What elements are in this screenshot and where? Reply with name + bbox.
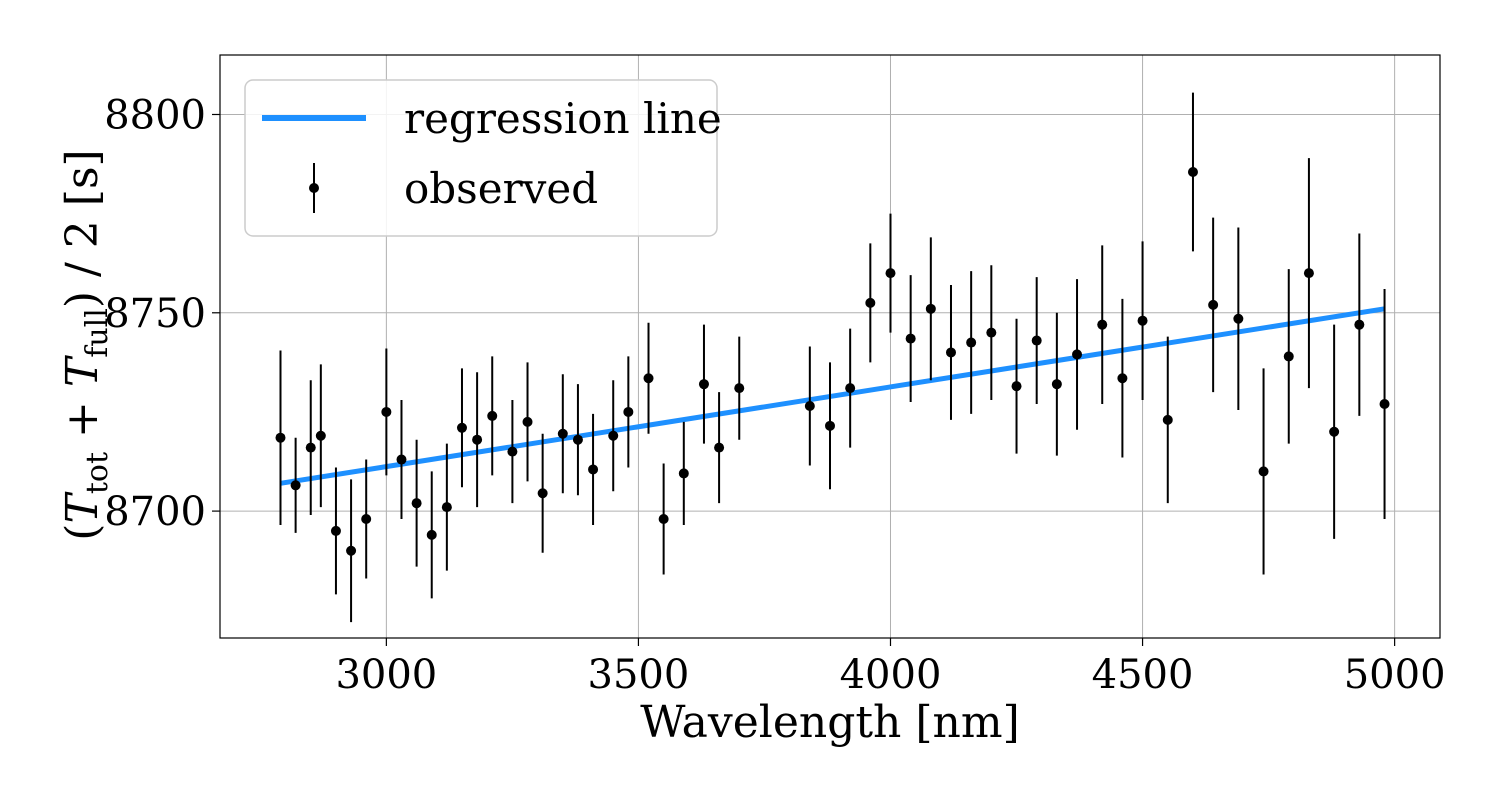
- y-axis-title-sub2: full: [80, 308, 115, 358]
- legend-regression-label: regression line: [404, 94, 722, 143]
- data-point: [305, 442, 316, 453]
- legend-observed-marker-swatch: [309, 183, 319, 193]
- data-point: [734, 383, 745, 394]
- data-point: [1329, 426, 1340, 437]
- axis-ticks: 3000 3500 4000 4500 5000 8700 8750 8800: [104, 92, 1445, 698]
- data-point: [1137, 315, 1148, 326]
- data-point: [825, 420, 835, 431]
- data-point: [557, 428, 568, 439]
- data-point: [885, 268, 896, 279]
- data-point: [608, 430, 619, 441]
- data-point: [1283, 351, 1294, 362]
- data-point: [678, 468, 689, 479]
- data-point: [1354, 319, 1365, 330]
- data-point: [290, 480, 301, 491]
- legend: regression line observed: [244, 79, 722, 237]
- plot-area: [275, 92, 1390, 623]
- data-point: [426, 529, 437, 540]
- data-point: [905, 333, 916, 344]
- regression-line: [280, 306, 1385, 486]
- data-point: [361, 514, 372, 525]
- data-point: [945, 347, 956, 358]
- plot-frame: [219, 54, 1441, 639]
- data-point: [346, 545, 357, 556]
- data-point: [381, 406, 392, 417]
- x-tick-label: 4500: [1092, 652, 1194, 698]
- y-axis-title-open: (: [57, 524, 108, 541]
- data-point: [275, 432, 286, 443]
- data-point: [1031, 335, 1042, 346]
- data-point: [411, 498, 422, 509]
- data-point: [588, 464, 599, 475]
- x-tick-label: 4000: [840, 652, 942, 698]
- y-axis-title-close: ) / 2 [s]: [57, 149, 108, 308]
- data-point: [1379, 399, 1390, 410]
- y-tick-label: 8800: [104, 92, 206, 138]
- data-point: [572, 434, 583, 445]
- y-tick-label: 8700: [104, 489, 206, 535]
- data-point: [472, 434, 483, 445]
- y-tick-label: 8750: [104, 291, 206, 337]
- data-point: [623, 406, 634, 417]
- data-point: [804, 400, 815, 411]
- x-tick-label: 3000: [335, 652, 437, 698]
- data-point: [643, 373, 654, 384]
- data-point: [1233, 313, 1244, 324]
- data-point: [1303, 268, 1314, 279]
- data-point: [396, 454, 407, 465]
- data-point: [986, 327, 997, 338]
- data-point: [1051, 379, 1062, 390]
- legend-observed-label: observed: [404, 164, 598, 213]
- data-point: [522, 416, 533, 427]
- data-point: [507, 446, 518, 457]
- data-point: [1208, 299, 1219, 310]
- data-point: [441, 502, 452, 513]
- data-point: [456, 422, 467, 433]
- data-point: [487, 410, 498, 421]
- y-axis-title-t1: T: [57, 491, 108, 524]
- data-point: [1162, 414, 1173, 425]
- data-point: [1072, 349, 1083, 360]
- data-point: [537, 488, 548, 499]
- data-point: [1117, 373, 1128, 384]
- data-point: [330, 525, 341, 536]
- y-axis-title-sub1: tot: [80, 452, 115, 494]
- x-tick-label: 5000: [1344, 652, 1446, 698]
- data-point: [315, 430, 326, 441]
- data-point: [1258, 466, 1269, 477]
- data-point: [1187, 166, 1198, 177]
- data-point: [714, 442, 725, 453]
- x-axis-title: Wavelength [nm]: [640, 697, 1020, 748]
- data-point: [658, 514, 669, 525]
- y-axis-title-t2: T: [57, 354, 108, 387]
- data-point: [698, 379, 709, 390]
- data-point: [865, 297, 876, 308]
- data-point: [1011, 381, 1022, 392]
- data-point: [845, 383, 856, 394]
- x-tick-label: 3500: [588, 652, 690, 698]
- data-point: [1097, 319, 1108, 330]
- y-axis-title-plus: +: [57, 387, 108, 452]
- data-point: [925, 303, 936, 314]
- y-axis-title: (Ttot + Tfull) / 2 [s]: [57, 149, 115, 540]
- data-point: [966, 337, 977, 348]
